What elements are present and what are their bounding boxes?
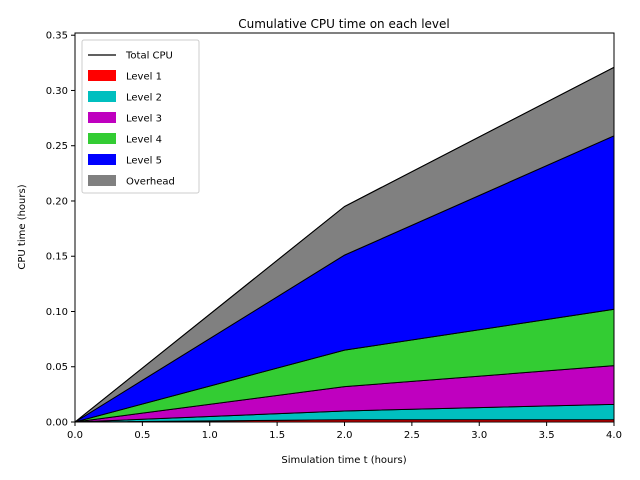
- x-tick-label: 1.0: [202, 430, 218, 441]
- y-tick-label: 0.15: [46, 252, 68, 263]
- y-tick-label: 0.10: [46, 307, 68, 318]
- plot-frame: [74, 32, 615, 423]
- legend-swatch-level-1: [88, 70, 116, 81]
- x-tick-label: 0.0: [67, 430, 83, 441]
- y-axis-ticks: 0.00 0.05 0.10 0.15 0.20 0.25 0.30 0.35: [46, 31, 75, 429]
- x-tick-label: 3.0: [471, 430, 487, 441]
- y-tick-label: 0.00: [46, 418, 68, 429]
- x-tick-label: 4.0: [606, 430, 622, 441]
- legend-label-level-5: Level 5: [126, 156, 162, 167]
- legend-swatch-level-5: [88, 154, 116, 165]
- y-tick-label: 0.20: [46, 196, 68, 207]
- legend-swatch-level-3: [88, 112, 116, 123]
- legend: Total CPU Level 1 Level 2 Level 3 Level 4 Lev…: [81, 39, 200, 194]
- x-axis-label: Simulation time t (hours): [281, 455, 406, 466]
- x-tick-label: 3.5: [539, 430, 555, 441]
- x-tick-label: 1.5: [269, 430, 285, 441]
- y-tick-label: 0.05: [46, 362, 68, 373]
- legend-label-overhead: Overhead: [126, 177, 175, 188]
- x-axis-ticks: 0.0 0.5 1.0 1.5 2.0 2.5 3.0 3.5 4.0: [67, 422, 622, 441]
- total-cpu-line: [74, 66, 615, 423]
- legend-swatch-overhead: [88, 175, 116, 186]
- legend-label-level-1: Level 1: [126, 72, 162, 83]
- y-tick-label: 0.35: [46, 31, 68, 42]
- y-tick-label: 0.30: [46, 86, 68, 97]
- legend-label-level-2: Level 2: [126, 93, 162, 104]
- legend-label-level-4: Level 4: [126, 135, 162, 146]
- x-tick-label: 2.0: [337, 430, 353, 441]
- stacked-areas: [74, 66, 615, 423]
- y-tick-label: 0.25: [46, 141, 68, 152]
- x-tick-label: 2.5: [404, 430, 420, 441]
- x-tick-label: 0.5: [134, 430, 150, 441]
- legend-swatch-level-4: [88, 133, 116, 144]
- legend-label-total-cpu: Total CPU: [125, 51, 173, 62]
- legend-label-level-3: Level 3: [126, 114, 162, 125]
- legend-swatch-level-2: [88, 91, 116, 102]
- y-axis-label: CPU time (hours): [17, 184, 28, 269]
- chart-title: Cumulative CPU time on each level: [238, 17, 450, 31]
